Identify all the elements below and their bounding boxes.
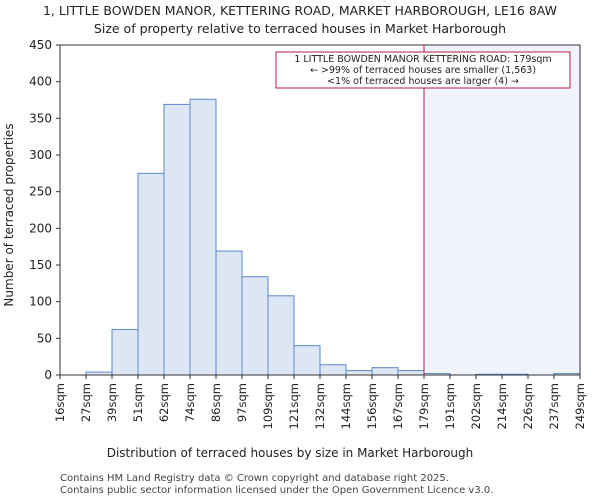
annotation-box <box>275 51 571 89</box>
x-tick-label: 191sqm <box>443 383 457 429</box>
annotation-line-2: ← >99% of terraced houses are smaller (1… <box>310 65 536 76</box>
x-tick-label: 97sqm <box>235 383 249 422</box>
x-tick-label: 62sqm <box>157 383 171 422</box>
y-tick-label: 50 <box>37 331 52 345</box>
y-axis-label: Number of terraced properties <box>2 123 16 306</box>
x-tick-label: 249sqm <box>573 383 587 429</box>
y-tick-label: 400 <box>29 75 52 89</box>
bar-156sqm <box>371 367 399 376</box>
bar-132sqm <box>319 364 347 376</box>
highlight-region <box>424 45 580 375</box>
bar-86sqm <box>215 250 243 376</box>
x-tick-label: 167sqm <box>391 383 405 429</box>
y-tick-label: 250 <box>29 185 52 199</box>
x-tick-label: 202sqm <box>469 383 483 429</box>
x-tick-label: 144sqm <box>339 383 353 429</box>
x-tick-label: 179sqm <box>417 383 431 429</box>
x-tick-label: 74sqm <box>183 383 197 422</box>
x-tick-label: 39sqm <box>105 383 119 422</box>
x-tick-label: 132sqm <box>313 383 327 429</box>
x-tick-label: 214sqm <box>495 383 509 429</box>
bar-144sqm <box>345 370 373 376</box>
y-tick-label: 300 <box>29 148 52 162</box>
y-tick-label: 100 <box>29 295 52 309</box>
y-tick-label: 0 <box>44 368 52 382</box>
y-tick-label: 450 <box>29 38 52 52</box>
x-axis-label: Distribution of terraced houses by size … <box>107 446 474 460</box>
bar-109sqm <box>267 295 295 376</box>
x-tick-label: 226sqm <box>521 383 535 429</box>
footer-licence: Contains public sector information licen… <box>60 485 494 496</box>
bar-51sqm <box>137 172 165 376</box>
x-tick-label: 86sqm <box>209 383 223 422</box>
bar-97sqm <box>241 276 269 376</box>
chart-subtitle: Size of property relative to terraced ho… <box>93 21 507 36</box>
chart-title: 1, LITTLE BOWDEN MANOR, KETTERING ROAD, … <box>42 3 558 18</box>
x-tick-label: 121sqm <box>287 383 301 429</box>
bar-121sqm <box>293 345 321 376</box>
y-tick-label: 150 <box>29 258 52 272</box>
bar-74sqm <box>189 98 217 376</box>
bar-39sqm <box>111 329 139 376</box>
x-tick-label: 109sqm <box>261 383 275 429</box>
annotation-line-3: <1% of terraced houses are larger (4) → <box>327 76 519 87</box>
y-tick-label: 350 <box>29 111 52 125</box>
x-tick-label: 27sqm <box>79 383 93 422</box>
x-tick-label: 237sqm <box>547 383 561 429</box>
x-tick-label: 16sqm <box>53 383 67 422</box>
footer-copyright: Contains HM Land Registry data © Crown c… <box>60 473 449 484</box>
annotation-line-1: 1 LITTLE BOWDEN MANOR KETTERING ROAD: 17… <box>294 54 551 65</box>
x-tick-label: 156sqm <box>365 383 379 429</box>
x-tick-label: 51sqm <box>131 383 145 422</box>
bar-62sqm <box>163 103 191 376</box>
bar-167sqm <box>397 370 425 376</box>
y-tick-label: 200 <box>29 221 52 235</box>
